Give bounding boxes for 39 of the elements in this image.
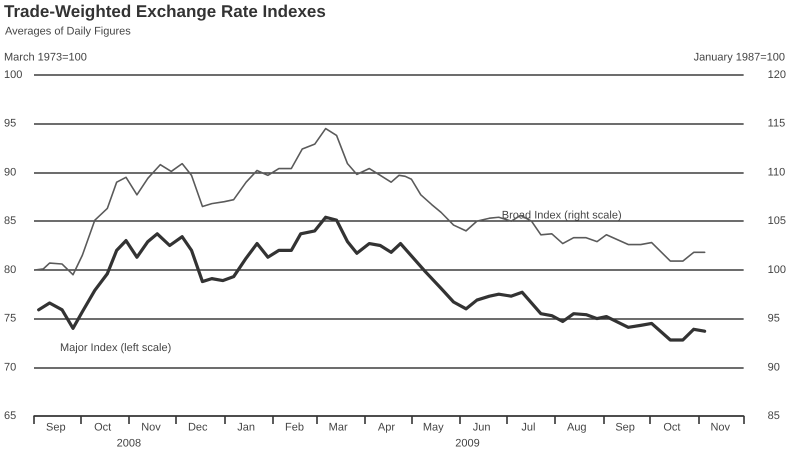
y2-tick-label: 95 — [768, 312, 780, 325]
y2-tick-label: 105 — [768, 215, 786, 228]
y2-tick-label: 90 — [768, 361, 780, 374]
y2-tick-label: 85 — [768, 410, 780, 422]
x-tick-label: Dec — [188, 422, 208, 434]
x-tick-label: Jan — [237, 422, 255, 434]
y2-tick-label: 120 — [768, 69, 786, 81]
series-label: Major Index (left scale) — [60, 342, 172, 354]
y-tick-label: 90 — [4, 166, 16, 178]
y-tick-label: 75 — [4, 312, 16, 325]
x-tick-label: Oct — [94, 422, 112, 434]
chart-subtitle: Averages of Daily Figures — [5, 26, 132, 38]
x-tick-label: Nov — [141, 422, 162, 434]
y2-axis-title: January 1987=100 — [694, 52, 785, 64]
x-tick-label: Nov — [710, 422, 731, 434]
text: 2009 — [455, 438, 480, 450]
y2-tick-label: 110 — [768, 166, 786, 178]
y-tick-label: 65 — [4, 410, 16, 422]
x-tick-label: Feb — [284, 422, 304, 434]
x-tick-label: Oct — [663, 422, 680, 434]
y2-tick-label: 115 — [768, 118, 786, 130]
x-tick-label: Apr — [378, 422, 396, 434]
x-tick-label: May — [422, 422, 444, 434]
x-tick-label: Aug — [566, 422, 587, 434]
y2-tick-label: 100 — [768, 264, 786, 276]
x-tick-label: Jun — [472, 422, 490, 434]
y-axis-title: March 1973=100 — [4, 52, 87, 64]
x-tick-label: Mar — [328, 422, 348, 434]
line-series — [34, 128, 706, 276]
y-tick-label: 85 — [4, 215, 16, 228]
chart-title: Trade-Weighted Exchange Rate Indexes — [4, 2, 326, 21]
x-tick-label: Jul — [521, 422, 536, 434]
x-tick-label: Sep — [46, 422, 66, 434]
y-tick-label: 80 — [4, 264, 16, 276]
text: 2008 — [116, 438, 142, 450]
y-tick-label: 70 — [4, 361, 16, 374]
y-tick-label: 95 — [4, 118, 16, 130]
y-tick-label: 100 — [4, 69, 22, 81]
x-tick-label: Sep — [615, 422, 635, 434]
